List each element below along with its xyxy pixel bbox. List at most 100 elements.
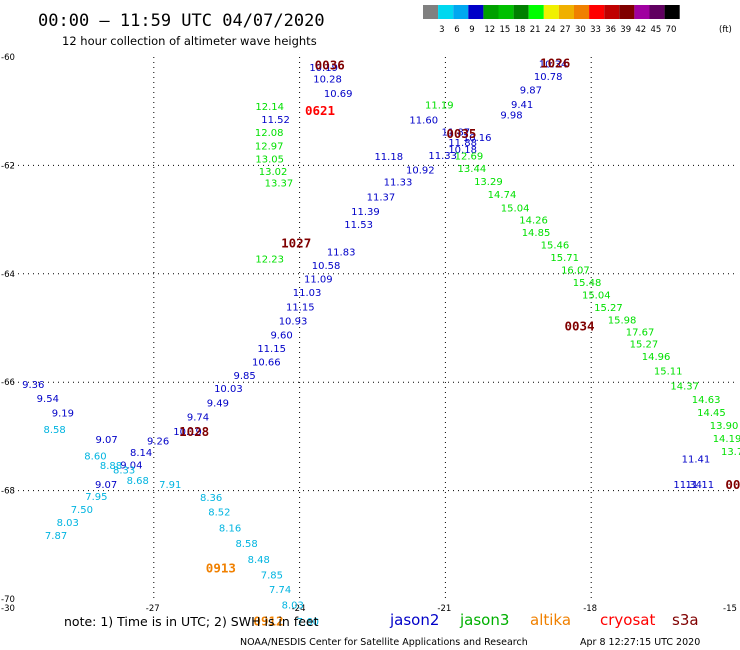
legend-swatch bbox=[543, 5, 559, 19]
wave-height-jason2: 11.88 bbox=[448, 138, 477, 149]
wave-height-jason3: 15.98 bbox=[608, 315, 637, 326]
wave-height-jason2: 9.74 bbox=[187, 412, 209, 423]
satellite-name: altika bbox=[530, 611, 571, 629]
pass-time-label: 1027 bbox=[281, 235, 311, 250]
wave-height-jason2: 10.28 bbox=[313, 75, 342, 86]
wave-height-jason2: 9.54 bbox=[37, 394, 59, 405]
wave-height-jason2: 11.53 bbox=[344, 220, 373, 231]
wave-height-jason3: 14.19 bbox=[713, 434, 740, 445]
wave-height-jason2: 9.98 bbox=[500, 110, 522, 121]
legend-swatch bbox=[483, 5, 499, 19]
wave-height-jason3: 13.90 bbox=[710, 421, 739, 432]
y-tick-label: -62 bbox=[1, 161, 15, 171]
wave-height-jason2: 11.60 bbox=[409, 115, 438, 126]
wave-height-altika: 7.85 bbox=[261, 571, 283, 582]
satellite-legend: jason2 jason3 altika cryosat s3a bbox=[389, 611, 699, 629]
pass-time-label: 0913 bbox=[206, 561, 236, 576]
wave-height-jason2: 11.33 bbox=[384, 178, 413, 189]
legend-swatch bbox=[574, 5, 590, 19]
wave-height-jason2: 9.87 bbox=[520, 86, 542, 97]
legend-bin-label: 39 bbox=[620, 25, 631, 35]
satellite-name: jason2 bbox=[389, 611, 439, 629]
satellite-name: s3a bbox=[672, 611, 699, 629]
footer-note: note: 1) Time is in UTC; 2) SWH is in fe… bbox=[64, 614, 319, 629]
wave-height-altika: 8.60 bbox=[84, 451, 106, 462]
legend-bin-label: 6 bbox=[454, 25, 459, 35]
legend-bin-label: 3 bbox=[439, 25, 444, 35]
color-legend: 3 6 9 12 15 18 21 24 27 30 33 36 39 42 45 70 (ft) bbox=[423, 5, 732, 35]
legend-swatch bbox=[513, 5, 529, 19]
wave-height-altika: 8.58 bbox=[43, 425, 65, 436]
legend-bin-label: 70 bbox=[666, 25, 677, 35]
wave-height-altika: 7.60 bbox=[297, 617, 319, 628]
wave-height-altika: 7.95 bbox=[85, 492, 107, 503]
pass-time-label: 1026 bbox=[540, 55, 570, 70]
wave-height-jason3: 14.26 bbox=[519, 216, 548, 227]
wave-height-jason2: 8.14 bbox=[130, 448, 152, 459]
wave-height-jason3: 15.11 bbox=[654, 366, 683, 377]
y-tick-label: -70 bbox=[1, 595, 15, 605]
y-tick-label: -68 bbox=[1, 487, 15, 497]
wave-height-jason3: 15.04 bbox=[501, 204, 530, 215]
wave-height-jason2: 11.37 bbox=[367, 192, 396, 203]
x-tick-label: -24 bbox=[292, 604, 306, 614]
wave-height-jason2: 11.11 bbox=[685, 480, 714, 491]
wave-height-jason2: 9.60 bbox=[270, 331, 292, 342]
legend-swatch bbox=[468, 5, 484, 19]
wave-height-jason2: 9.49 bbox=[207, 398, 229, 409]
wave-height-jason3: 13.29 bbox=[474, 177, 503, 188]
wave-height-jason3: 14.45 bbox=[697, 408, 726, 419]
wave-height-altika: 8.16 bbox=[219, 523, 241, 534]
footer-timestamp: Apr 8 12:27:15 UTC 2020 bbox=[580, 637, 700, 648]
wave-height-jason2: 11.34 bbox=[673, 480, 702, 491]
wave-height-jason2: 9.85 bbox=[234, 371, 256, 382]
wave-height-jason3: 15.27 bbox=[630, 340, 659, 351]
wave-height-jason3: 12.08 bbox=[255, 128, 284, 139]
legend-bin-label: 9 bbox=[469, 25, 474, 35]
pass-time-label: 0033 bbox=[725, 477, 740, 492]
wave-height-jason3: 14.37 bbox=[670, 381, 699, 392]
wave-height-jason2: 10.34 bbox=[539, 60, 568, 71]
legend-bin-label: 27 bbox=[560, 25, 571, 35]
wave-height-altika: 7.91 bbox=[159, 480, 181, 491]
wave-height-jason2: 11.41 bbox=[682, 455, 711, 466]
legend-bin-label: 45 bbox=[651, 25, 662, 35]
wave-height-altika: 8.03 bbox=[282, 600, 304, 611]
wave-height-jason2: 11.39 bbox=[351, 207, 380, 218]
wave-height-jason2: 11.18 bbox=[374, 152, 403, 163]
legend-bin-label: 36 bbox=[605, 25, 616, 35]
wave-height-jason2: 9.41 bbox=[511, 100, 533, 111]
wave-height-jason2: 10.18 bbox=[448, 145, 477, 156]
x-tick-label: -27 bbox=[146, 604, 160, 614]
footer-credit: NOAA/NESDIS Center for Satellite Applica… bbox=[240, 637, 528, 648]
legend-swatch bbox=[438, 5, 454, 19]
wave-height-jason3: 12.14 bbox=[255, 102, 284, 113]
y-tick-label: -66 bbox=[1, 378, 15, 388]
pass-time-label: 0034 bbox=[564, 318, 594, 333]
legend-swatch bbox=[453, 5, 469, 19]
wave-height-altika: 8.88 bbox=[100, 461, 122, 472]
wave-height-jason2: 11.52 bbox=[261, 115, 290, 126]
legend-swatch bbox=[619, 5, 635, 19]
legend-swatch bbox=[604, 5, 620, 19]
legend-swatch bbox=[558, 5, 574, 19]
wave-height-jason2: 9.19 bbox=[52, 409, 74, 420]
wave-height-jason3: 14.96 bbox=[642, 352, 671, 363]
x-tick-label: -21 bbox=[437, 604, 451, 614]
wave-height-jason2: 11.83 bbox=[327, 248, 356, 259]
wave-height-jason3: 14.74 bbox=[488, 190, 517, 201]
wave-height-jason2: 11.15 bbox=[286, 302, 315, 313]
legend-bin-label: 12 bbox=[484, 25, 495, 35]
wave-height-altika: 7.74 bbox=[269, 585, 291, 596]
wave-height-jason2: 10.92 bbox=[406, 166, 435, 177]
pass-time-label: 0912 bbox=[253, 614, 283, 629]
legend-swatch bbox=[649, 5, 665, 19]
wave-height-jason3: 14.85 bbox=[522, 228, 551, 239]
wave-height-altika: 8.33 bbox=[113, 465, 135, 476]
wave-height-jason3: 15.27 bbox=[594, 303, 623, 314]
satellite-name: jason3 bbox=[459, 611, 509, 629]
wave-height-jason3: 13.44 bbox=[458, 164, 487, 175]
wave-height-jason3: 13.37 bbox=[265, 179, 294, 190]
